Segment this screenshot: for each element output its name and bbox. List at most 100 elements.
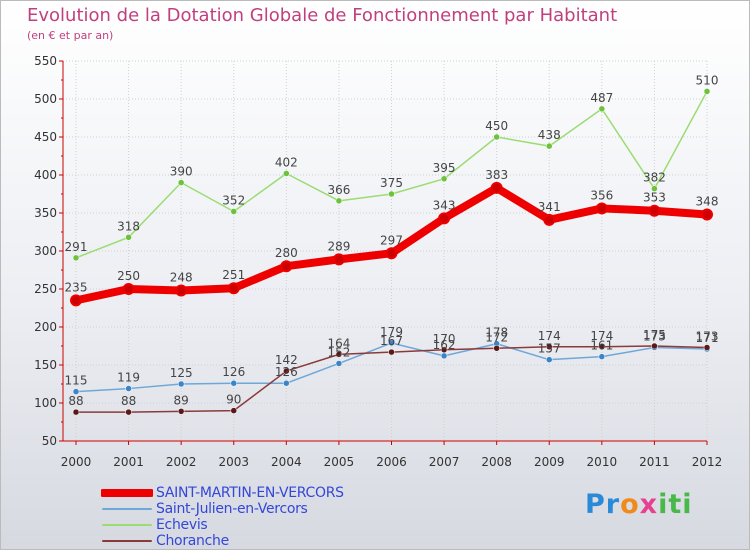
data-label: 119 — [117, 371, 140, 385]
data-point — [125, 385, 132, 392]
data-point — [651, 185, 658, 192]
data-point — [335, 360, 343, 367]
proxiti-logo: Proxiti — [585, 489, 693, 520]
data-label: 173 — [696, 330, 719, 344]
y-tick-label: 450 — [34, 130, 57, 144]
data-point — [598, 353, 606, 360]
x-tick-label: 2001 — [113, 455, 144, 469]
data-label: 157 — [538, 342, 561, 356]
data-label: 402 — [275, 155, 298, 169]
x-tick-label: 2000 — [61, 455, 92, 469]
data-point — [701, 208, 713, 221]
data-point — [440, 346, 448, 354]
data-label: 126 — [275, 365, 298, 379]
data-point — [227, 282, 240, 295]
y-tick-label: 350 — [34, 206, 57, 220]
data-point — [388, 190, 395, 198]
data-label: 89 — [174, 393, 189, 407]
data-label: 178 — [485, 326, 508, 340]
legend-swatch — [102, 524, 152, 526]
data-label: 318 — [117, 219, 140, 233]
data-label: 174 — [590, 329, 613, 343]
legend-swatch — [102, 540, 152, 542]
data-point — [703, 344, 711, 351]
data-point — [72, 388, 80, 395]
data-point — [335, 351, 343, 358]
chart-title: Evolution de la Dotation Globale de Fonc… — [27, 5, 618, 26]
data-point — [125, 408, 132, 416]
legend-swatch — [101, 489, 153, 497]
y-tick-label: 500 — [34, 92, 57, 106]
data-point — [651, 342, 658, 350]
legend-label: SAINT-MARTIN-EN-VERCORS — [156, 485, 344, 501]
data-point — [230, 208, 237, 215]
data-point — [70, 294, 82, 307]
y-tick-label: 300 — [34, 244, 57, 258]
data-point — [283, 379, 290, 387]
data-label: 450 — [485, 119, 508, 133]
data-point — [230, 407, 237, 414]
x-tick-label: 2008 — [481, 455, 512, 469]
chart-subtitle: (en € et par an) — [27, 29, 114, 42]
data-label: 375 — [380, 176, 403, 190]
y-tick-label: 200 — [34, 320, 57, 334]
data-label: 487 — [590, 91, 613, 105]
data-point — [175, 284, 188, 297]
data-point — [283, 367, 290, 375]
y-tick-label: 50 — [42, 434, 57, 448]
data-label: 366 — [327, 183, 350, 197]
x-tick-label: 2004 — [271, 455, 302, 469]
legend-label: Echevis — [156, 517, 208, 533]
data-label: 179 — [380, 325, 403, 339]
data-point — [438, 212, 451, 225]
data-label: 115 — [65, 374, 88, 388]
x-tick-label: 2003 — [218, 455, 249, 469]
data-point — [283, 170, 290, 177]
data-label: 248 — [170, 271, 193, 285]
logo-part: x — [639, 489, 659, 520]
data-label: 289 — [327, 239, 350, 253]
data-label: 171 — [696, 331, 719, 345]
data-label: 175 — [643, 328, 666, 342]
legend-label: Choranche — [156, 533, 229, 549]
data-point — [648, 204, 661, 217]
data-label: 174 — [538, 329, 561, 343]
legend-swatch — [102, 508, 152, 510]
data-point — [335, 197, 343, 205]
logo-part: iti — [658, 489, 693, 520]
data-point — [493, 345, 500, 352]
logo-part: o — [620, 489, 640, 520]
data-label: 167 — [380, 334, 403, 348]
data-label: 172 — [485, 330, 508, 344]
data-label: 510 — [696, 73, 719, 87]
data-point — [177, 380, 185, 388]
data-label: 164 — [327, 336, 350, 350]
legend-label: Saint-Julien-en-Vercors — [156, 501, 308, 517]
data-label: 343 — [433, 198, 456, 212]
y-tick-label: 250 — [34, 282, 57, 296]
data-labels: 291 318 390 352 402 366 375 395 450 438 487 382 510 2… — [65, 73, 719, 408]
data-point — [177, 179, 185, 186]
data-point — [122, 283, 135, 295]
y-tick-label: 550 — [34, 54, 57, 68]
axes: 50 100 150 200 250 300 350 400 450 500 550 2000 2001… — [34, 54, 722, 469]
data-point — [440, 175, 448, 183]
data-label: 280 — [275, 246, 298, 260]
data-label: 353 — [643, 191, 666, 205]
data-label: 383 — [485, 168, 508, 182]
data-label: 126 — [222, 365, 245, 379]
data-label: 352 — [222, 193, 245, 207]
data-label: 251 — [222, 268, 245, 282]
logo-part: Pr — [585, 489, 621, 520]
data-label: 390 — [170, 165, 193, 179]
data-point — [493, 133, 500, 141]
data-label: 341 — [538, 200, 561, 214]
series-layer — [70, 88, 713, 416]
data-point — [72, 254, 80, 262]
data-point — [72, 408, 80, 416]
y-tick-label: 100 — [34, 396, 57, 410]
data-label: 173 — [643, 330, 666, 344]
x-tick-label: 2011 — [639, 455, 670, 469]
